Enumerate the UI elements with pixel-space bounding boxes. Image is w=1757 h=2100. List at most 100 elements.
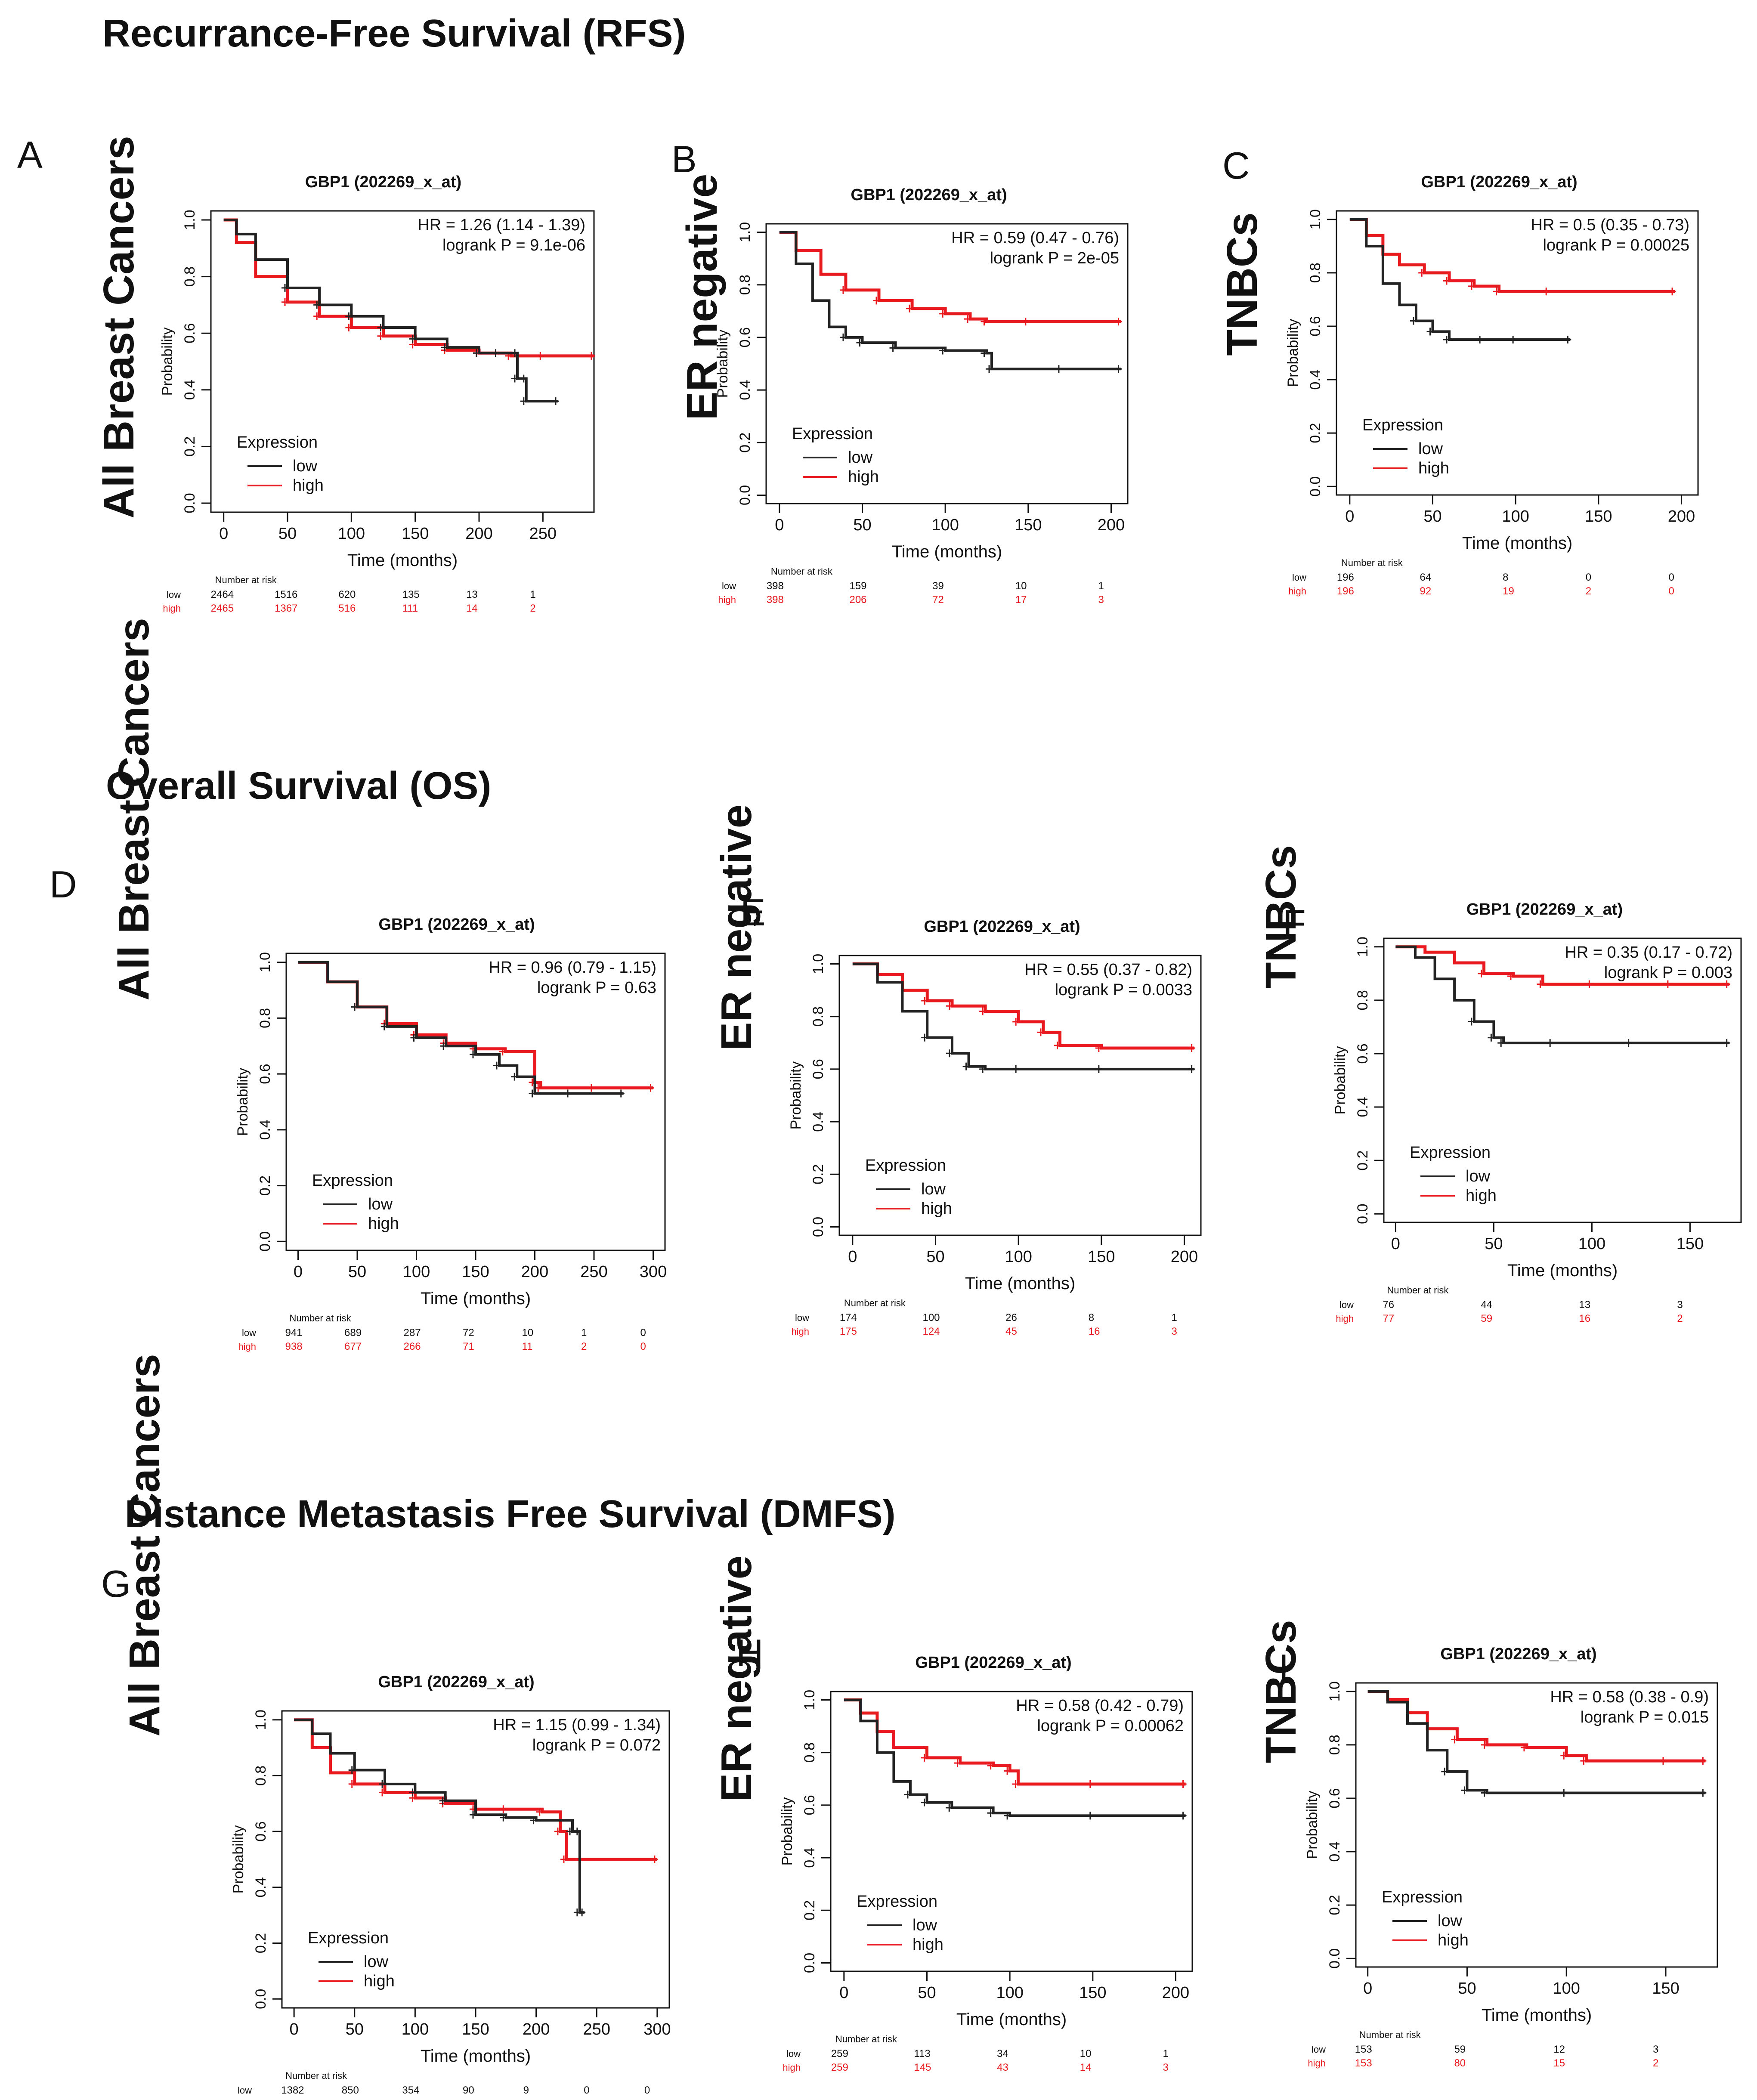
hr-text: HR = 0.96 (0.79 - 1.15) [489,959,656,977]
y-tick-label: 0.8 [1307,263,1324,283]
curve-high [779,231,1121,323]
y-tick-label: 0.0 [182,493,198,513]
risk-title: Number at risk [835,2034,897,2044]
risk-count: 16 [1089,1326,1100,1337]
x-tick-label: 0 [848,1248,857,1266]
risk-row-label-low: low [786,2048,801,2059]
censor-mark-high [647,1084,654,1092]
censor-mark-low [348,1766,356,1774]
risk-count: 124 [922,1326,940,1337]
legend-label-low: low [368,1195,393,1213]
risk-row-label-low: low [1292,572,1306,583]
hr-text: HR = 0.59 (0.47 - 0.76) [951,229,1119,247]
risk-count: 2 [1677,1313,1683,1324]
y-tick-label: 0.8 [810,1006,826,1027]
risk-count: 2465 [211,603,234,614]
risk-count: 10 [1080,2048,1092,2060]
risk-count: 0 [644,2085,650,2096]
censor-mark-low [1115,365,1122,373]
risk-count: 16 [1579,1313,1590,1324]
censor-mark-low [573,1828,581,1836]
logrank-text: logrank P = 0.00025 [1543,236,1689,254]
curve-low [1367,1690,1706,1794]
y-axis-label: Probability [1285,319,1301,387]
y-tick-label: 0.8 [253,1766,269,1786]
y-tick-label: 0.8 [1355,990,1371,1010]
risk-count: 10 [1015,580,1027,592]
risk-count: 677 [344,1341,362,1352]
risk-row-label-low: low [1312,2044,1326,2055]
legend-title: Expression [1362,416,1443,434]
censor-mark-high [1586,980,1593,988]
y-tick-label: 0.0 [253,1989,269,2009]
curve-high [1367,1690,1706,1763]
risk-count: 689 [344,1327,362,1339]
y-tick-label: 1.0 [1307,209,1324,229]
censor-mark-low [520,374,527,383]
censor-mark-low [345,312,353,320]
censor-mark-low [552,397,559,405]
risk-count: 3 [1163,2062,1168,2073]
legend-label-high: high [921,1200,952,1218]
risk-count: 13 [466,589,478,600]
plot-frame [830,1691,1193,1972]
risk-count: 17 [1015,594,1027,606]
chart-title: GBP1 (202269_x_at) [1421,173,1577,191]
risk-count: 72 [463,1327,474,1339]
censor-mark-low [1560,1789,1568,1797]
censor-mark-low [500,1813,507,1822]
x-tick-label: 50 [1485,1235,1503,1253]
legend-title: Expression [865,1157,946,1175]
y-tick-label: 1.0 [810,954,826,974]
x-tick-label: 200 [523,2020,550,2038]
curve-high [844,1698,1186,1786]
censor-mark-low [511,374,518,383]
panel-letter: B [671,138,697,180]
x-tick-label: 150 [1585,507,1612,526]
y-tick-label: 0.6 [253,1822,269,1842]
panel-letter: D [49,863,77,906]
censor-mark-low [1481,1789,1488,1797]
risk-count: 14 [1080,2062,1092,2073]
censor-mark-low [377,324,384,332]
risk-count: 145 [914,2062,931,2073]
risk-count: 45 [1005,1326,1017,1337]
censor-mark-high [1054,1041,1061,1049]
censor-mark-high [499,1048,506,1056]
curve-low [1395,945,1729,1045]
risk-count: 2 [530,603,535,614]
censor-mark-low [351,1003,358,1011]
censor-mark-low [889,344,897,352]
legend-title: Expression [237,433,318,452]
y-axis-label: Probability [235,1068,251,1136]
y-axis-label: Probability [1332,1046,1349,1115]
x-tick-label: 100 [1502,507,1529,526]
censor-mark-low [566,1828,573,1836]
censor-mark-low [1510,335,1517,343]
censor-mark-high [560,1856,567,1863]
x-tick-label: 50 [278,525,297,543]
risk-count: 8 [1503,572,1508,583]
y-tick-label: 0.6 [257,1064,273,1084]
censor-mark-high [1086,1780,1094,1788]
censor-mark-low [946,1049,953,1058]
censor-mark-high [964,315,971,323]
risk-count: 941 [285,1327,303,1339]
curve-low [294,1718,585,1914]
censor-mark-low [578,1908,586,1917]
side-label: All Breast Cancers [121,1354,169,1736]
censor-mark-low [379,1780,386,1788]
censor-mark-low [839,333,847,341]
y-tick-label: 1.0 [1355,937,1371,957]
y-tick-label: 1.0 [1327,1681,1343,1701]
censor-mark-low [1476,335,1484,343]
curve-high [1395,945,1729,986]
censor-mark-low [981,349,988,357]
plot-frame [765,223,1129,504]
legend-label-high: high [1438,1931,1469,1949]
hr-text: HR = 1.15 (0.99 - 1.34) [493,1716,661,1734]
x-axis-label: Time (months) [1462,534,1572,553]
risk-count: 26 [1005,1312,1017,1324]
hr-text: HR = 0.35 (0.17 - 0.72) [1565,943,1732,962]
censor-mark-low [1004,1812,1011,1820]
